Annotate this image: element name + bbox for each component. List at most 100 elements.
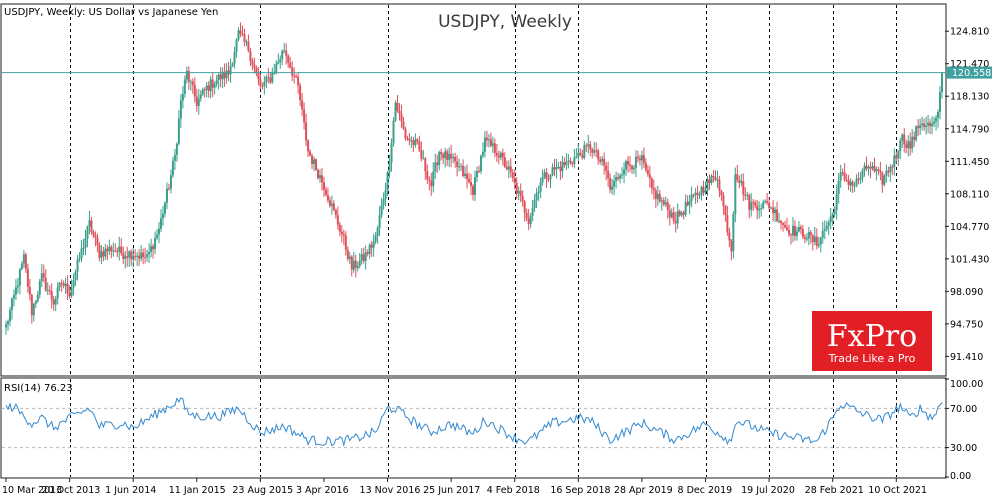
- candle-body: [929, 122, 932, 127]
- candle-body: [891, 166, 894, 168]
- candle-body: [702, 186, 705, 193]
- candle-body: [301, 100, 304, 110]
- candle-body: [823, 229, 826, 231]
- candle-body: [161, 213, 164, 219]
- candle-body: [591, 149, 594, 153]
- logo-background: [812, 311, 932, 371]
- candle-body: [96, 237, 99, 246]
- symbol-info: USDJPY, Weekly: US Dollar vs Japanese Ye…: [4, 7, 218, 18]
- candle-body: [183, 79, 186, 94]
- current-price-tag: [946, 66, 992, 79]
- candle-body: [748, 194, 751, 210]
- candle-body: [941, 73, 943, 93]
- candle-body: [640, 155, 643, 161]
- candle-body: [571, 162, 574, 165]
- candle-body: [92, 232, 95, 236]
- candle-body: [160, 218, 163, 229]
- price-tick-label: 114.790: [950, 124, 989, 135]
- candle-body: [801, 229, 804, 237]
- candle-body: [412, 140, 415, 146]
- candle-body: [887, 170, 890, 173]
- candle-body: [859, 177, 862, 180]
- candle-body: [919, 125, 922, 129]
- candle-body: [58, 283, 61, 288]
- candle-body: [585, 145, 588, 147]
- candle-body: [297, 76, 300, 86]
- candle-body: [336, 215, 339, 225]
- candle-body: [334, 209, 337, 216]
- candle-body: [378, 215, 381, 228]
- rsi-axis: 100.00 70.00 30.00 0.00: [2, 378, 983, 482]
- candle-body: [14, 287, 17, 296]
- rsi-tick-label: 0.00: [950, 471, 971, 482]
- candle-body: [730, 240, 733, 252]
- candle-body: [340, 231, 343, 235]
- candle-body: [495, 152, 498, 156]
- candle-body: [255, 67, 258, 74]
- candle-body: [839, 172, 842, 181]
- candle-body: [847, 179, 850, 186]
- candle-body: [78, 258, 81, 260]
- candle-body: [487, 139, 490, 141]
- candle-body: [791, 225, 794, 236]
- candle-body: [603, 158, 606, 166]
- candle-body: [483, 137, 486, 152]
- candle-body: [209, 79, 212, 91]
- candle-body: [181, 93, 184, 101]
- candle-body: [269, 77, 272, 83]
- candle-body: [613, 180, 616, 187]
- candle-body: [935, 117, 938, 122]
- candle-body: [619, 175, 622, 179]
- candle-body: [750, 202, 753, 210]
- candle-body: [664, 202, 667, 205]
- candle-body: [662, 200, 665, 205]
- candle-body: [418, 141, 421, 151]
- candle-body: [861, 170, 864, 178]
- rsi-label: RSI(14) 76.23: [4, 383, 73, 394]
- candle-body: [406, 138, 409, 140]
- candle-body: [672, 212, 675, 222]
- candle-body: [481, 151, 484, 156]
- candle-body: [632, 167, 635, 170]
- candle-body: [885, 170, 888, 176]
- candle-body: [8, 310, 11, 322]
- candle-body: [88, 220, 91, 227]
- time-tick-label: 3 Apr 2016: [296, 485, 349, 496]
- candle-body: [136, 255, 139, 257]
- candle-body: [313, 159, 316, 164]
- candle-body: [34, 301, 37, 304]
- candle-body: [152, 246, 155, 250]
- candle-body: [10, 298, 13, 311]
- candle-body: [215, 80, 218, 85]
- candle-body: [225, 70, 228, 79]
- candle-body: [915, 126, 918, 140]
- candle-body: [581, 155, 584, 159]
- candle-body: [475, 170, 478, 178]
- candle-body: [533, 199, 536, 209]
- candle-body: [787, 229, 790, 235]
- candle-body: [203, 89, 206, 91]
- candle-body: [388, 162, 391, 173]
- candle-body: [251, 61, 254, 65]
- candle-body: [609, 178, 612, 190]
- candle-body: [243, 34, 246, 42]
- candle-body: [231, 63, 234, 67]
- candle-body: [686, 202, 689, 206]
- candle-body: [855, 178, 858, 186]
- candle-body: [54, 298, 57, 305]
- candle-body: [315, 159, 318, 170]
- price-tick-label: 98.090: [950, 287, 983, 298]
- candle-body: [541, 177, 544, 183]
- candle-body: [410, 140, 413, 142]
- candle-body: [615, 177, 618, 181]
- candle-body: [247, 41, 250, 52]
- candle-body: [939, 92, 942, 112]
- candle-body: [907, 141, 910, 149]
- candle-body: [644, 163, 647, 170]
- candle-body: [694, 192, 697, 195]
- candle-body: [414, 139, 417, 146]
- candle-body: [454, 157, 457, 162]
- candle-body: [559, 166, 562, 172]
- candle-body: [400, 113, 403, 122]
- candle-body: [84, 238, 87, 248]
